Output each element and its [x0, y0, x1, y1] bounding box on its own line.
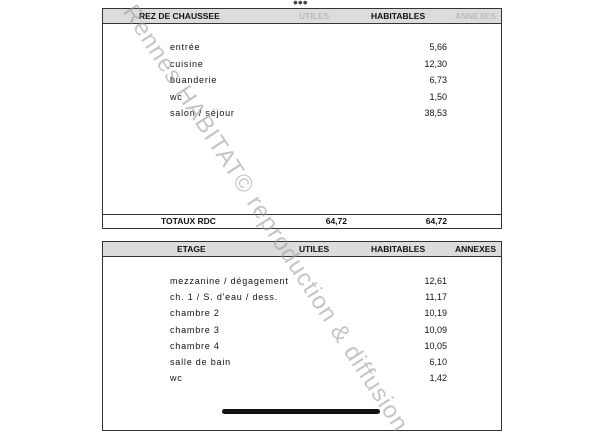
room-name: salle de bain: [170, 357, 231, 367]
room-name: ch. 1 / S. d'eau / dess.: [170, 292, 278, 303]
header-annexes: ANNEXES: [455, 244, 497, 254]
room-area: 5,66: [429, 42, 447, 52]
room-area: 1,50: [429, 91, 447, 102]
room-name: salon / séjour: [170, 108, 235, 118]
room-area: 6,73: [429, 75, 447, 85]
total-row: TOTAUX RDC 64,72 64,72: [103, 214, 501, 228]
room-name: wc: [170, 373, 183, 384]
room-area: 6,10: [429, 357, 447, 367]
room-area: 10,09: [424, 324, 447, 335]
header-title: ETAGE: [177, 244, 206, 254]
room-area: 10,05: [424, 340, 447, 351]
table-header: [103, 9, 501, 24]
total-label: TOTAUX RDC: [161, 216, 216, 226]
room-name: wc: [170, 91, 183, 102]
rdc-table: REZ DE CHAUSSEE UTILES HABITABLES ANNEXE…: [102, 8, 502, 229]
room-name: chambre 4: [170, 340, 220, 351]
etage-table: ETAGE UTILES HABITABLES ANNEXES mezzanin…: [102, 241, 502, 431]
room-name: chambre 3: [170, 324, 220, 335]
room-area: 12,30: [424, 58, 447, 69]
page: ••• REZ DE CHAUSSEE UTILES HABITABLES AN…: [102, 0, 502, 437]
table-header: [103, 242, 501, 257]
room-name: cuisine: [170, 58, 204, 69]
room-name: entrée: [170, 42, 201, 52]
room-name: buanderie: [170, 75, 218, 85]
home-indicator: [222, 409, 380, 414]
header-title: REZ DE CHAUSSEE: [139, 11, 220, 21]
menu-dots: •••: [293, 0, 308, 10]
room-area: 1,42: [429, 373, 447, 384]
room-area: 38,53: [424, 108, 447, 118]
header-annexes: ANNEXES: [455, 11, 497, 21]
header-habitables: HABITABLES: [371, 244, 426, 254]
room-area: 11,17: [425, 292, 447, 303]
total-habitables: 64,72: [425, 216, 447, 226]
room-area: 10,19: [424, 308, 447, 319]
room-area: 12,61: [424, 276, 447, 286]
room-name: chambre 2: [170, 308, 220, 319]
total-utiles: 64,72: [325, 216, 347, 226]
header-utiles: UTILES: [299, 11, 330, 21]
room-name: mezzanine / dégagement: [170, 276, 289, 286]
header-habitables: HABITABLES: [371, 11, 426, 21]
header-utiles: UTILES: [299, 244, 330, 254]
